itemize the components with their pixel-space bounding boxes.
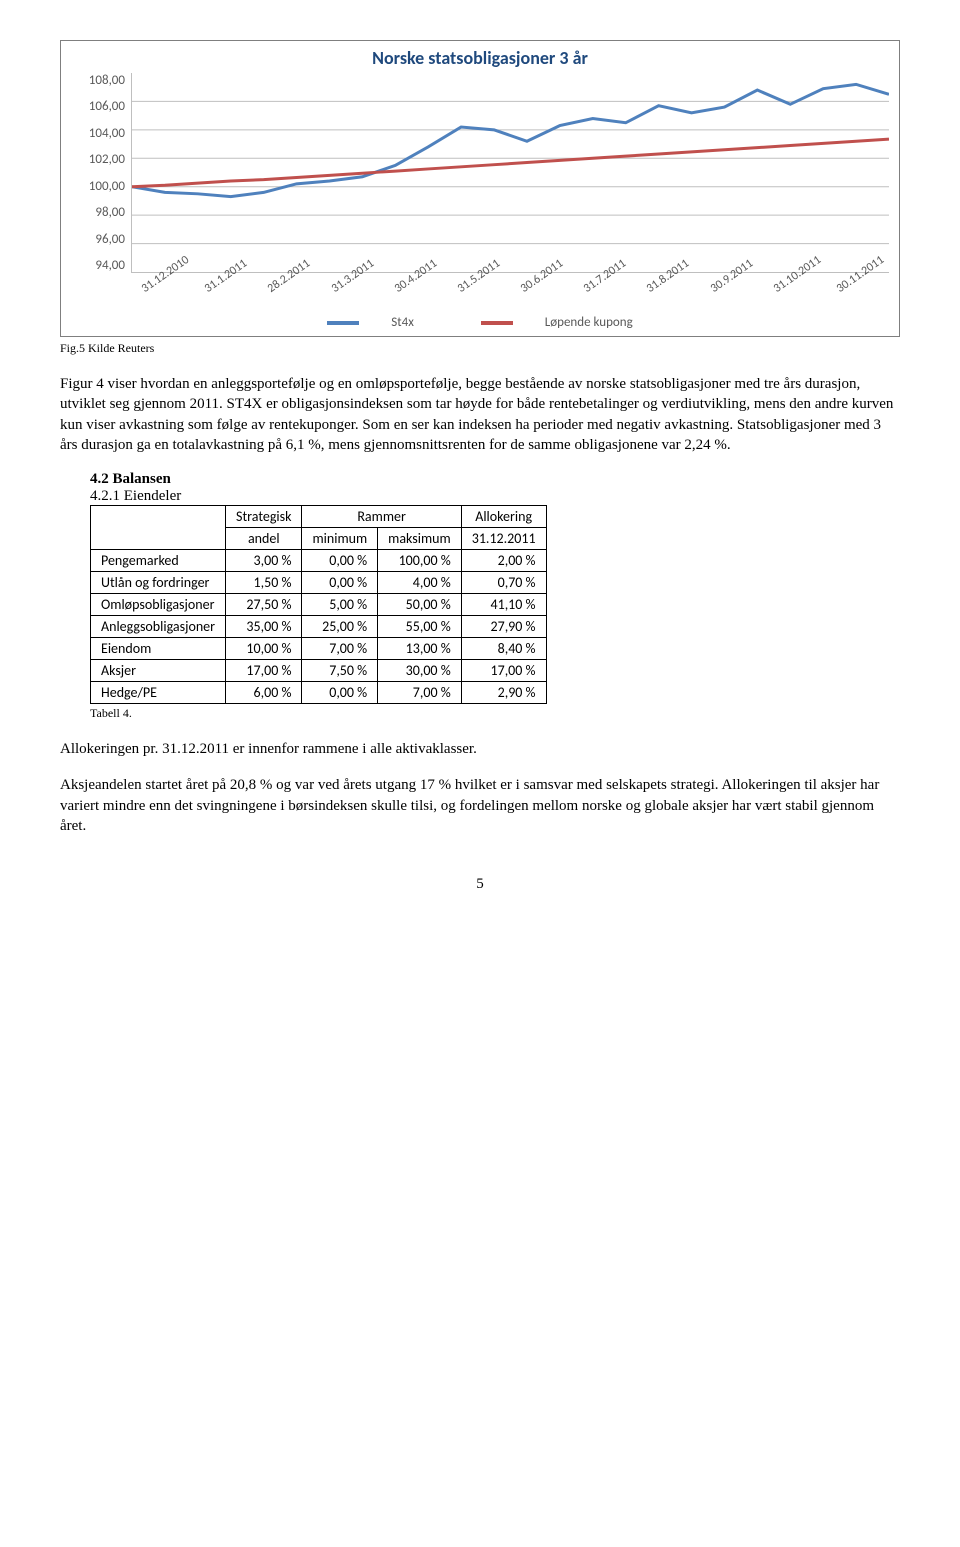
legend-label-1: St4x <box>391 315 414 330</box>
figure-caption: Fig.5 Kilde Reuters <box>60 341 900 356</box>
heading-4-2-1: 4.2.1 Eiendeler <box>90 488 900 505</box>
legend-label-2: Løpende kupong <box>545 315 633 330</box>
table-row: Pengemarked3,00 %0,00 %100,00 %2,00 % <box>91 550 547 572</box>
chart-title: Norske statsobligasjoner 3 år <box>71 47 889 69</box>
table-row: Anleggsobligasjoner35,00 %25,00 %55,00 %… <box>91 616 547 638</box>
allocation-table: StrategiskRammerAllokeringandelminimumma… <box>90 505 547 704</box>
table-row: Utlån og fordringer1,50 %0,00 %4,00 %0,7… <box>91 572 547 594</box>
paragraph-3: Aksjeandelen startet året på 20,8 % og v… <box>60 775 900 836</box>
table-caption: Tabell 4. <box>90 706 900 721</box>
legend-item-2: Løpende kupong <box>465 315 649 330</box>
table-row: Aksjer17,00 %7,50 %30,00 %17,00 % <box>91 660 547 682</box>
page-number: 5 <box>60 876 900 893</box>
table-row: Eiendom10,00 %7,00 %13,00 %8,40 % <box>91 638 547 660</box>
x-axis: 31.12.201031.1.201128.2.201131.3.201130.… <box>131 273 889 301</box>
y-axis: 108,00106,00104,00102,00100,0098,0096,00… <box>71 73 131 273</box>
legend-item-1: St4x <box>311 315 430 330</box>
chart-area: 108,00106,00104,00102,00100,0098,0096,00… <box>71 73 889 273</box>
chart-legend: St4x Løpende kupong <box>71 301 889 332</box>
table-row: Hedge/PE6,00 %0,00 %7,00 %2,90 % <box>91 682 547 704</box>
table-row: Omløpsobligasjoner27,50 %5,00 %50,00 %41… <box>91 594 547 616</box>
heading-4-2: 4.2 Balansen <box>90 471 900 488</box>
paragraph-2: Allokeringen pr. 31.12.2011 er innenfor … <box>60 739 900 759</box>
chart-container: Norske statsobligasjoner 3 år 108,00106,… <box>60 40 900 337</box>
paragraph-1: Figur 4 viser hvordan en anleggsporteføl… <box>60 374 900 455</box>
